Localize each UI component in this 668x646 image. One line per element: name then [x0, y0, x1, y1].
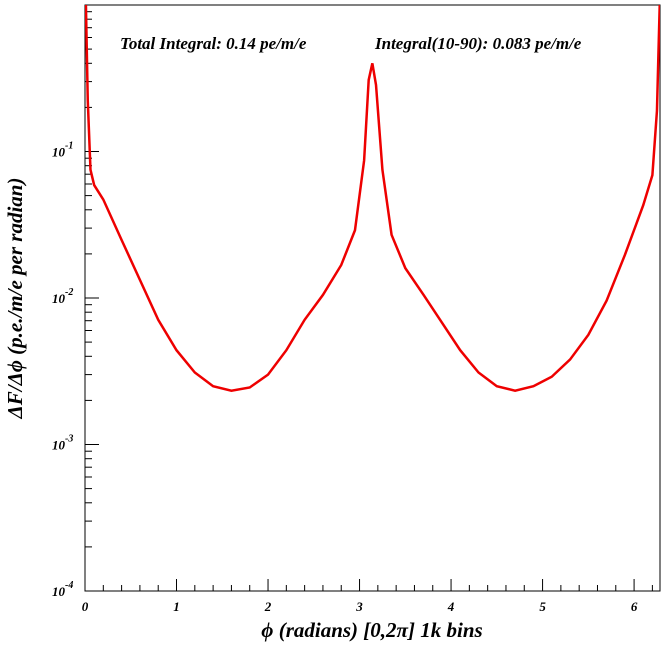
x-tick-label: 4: [447, 599, 455, 614]
plot-frame: [84, 4, 661, 592]
y-tick-label: 10-4: [52, 580, 73, 599]
y-tick-label: 10-1: [52, 141, 73, 160]
x-axis-label: ϕ (radians) [0,2π] 1k bins: [261, 618, 482, 642]
y-tick-label: 10-3: [52, 434, 73, 453]
x-tick-label: 2: [264, 599, 272, 614]
x-tick-label: 0: [82, 599, 89, 614]
y-axis-label: ΔF/Δϕ (p.e./m/e per radian): [3, 178, 27, 420]
x-tick-label: 1: [173, 599, 180, 614]
annotation: Integral(10-90): 0.083 pe/m/e: [374, 34, 582, 53]
data-line: [85, 5, 660, 392]
x-tick-label: 5: [539, 599, 546, 614]
x-tick-label: 3: [355, 599, 363, 614]
x-tick-label: 6: [631, 599, 638, 614]
annotation: Total Integral: 0.14 pe/m/e: [120, 34, 307, 53]
y-tick-label: 10-2: [52, 287, 73, 306]
